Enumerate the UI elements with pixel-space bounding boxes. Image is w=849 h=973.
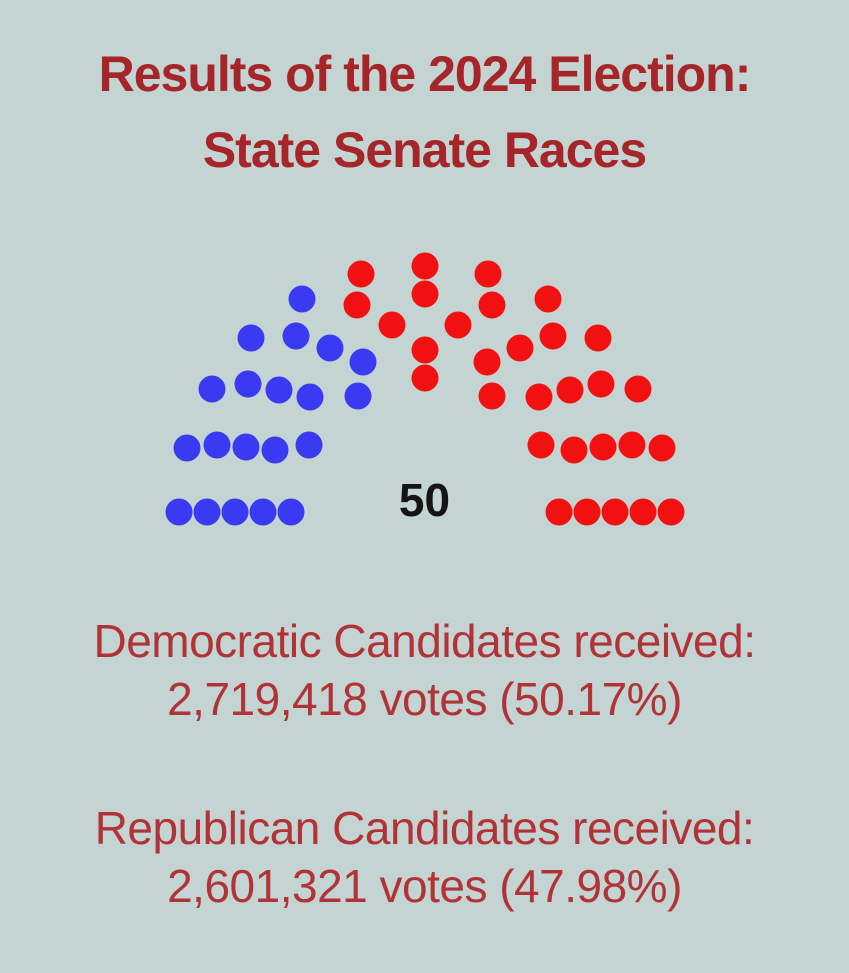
republican-result-block: Republican Candidates received: 2,601,32… (0, 799, 849, 916)
seat-dot (378, 311, 405, 339)
seat-dot (347, 260, 375, 288)
title-line-2: State Senate Races (202, 122, 647, 178)
seat-dot (474, 260, 502, 288)
seat-dot (343, 291, 371, 319)
page-title: Results of the 2024 Election: State Sena… (0, 0, 849, 188)
seat-dot (234, 370, 262, 398)
parliament-chart: 50 (155, 250, 695, 532)
seat-dot (525, 383, 553, 411)
seat-dot (277, 498, 304, 526)
democratic-result-block: Democratic Candidates received: 2,719,41… (0, 612, 849, 729)
seat-dot (527, 431, 554, 459)
seat-dot (237, 324, 265, 352)
seat-dot (165, 498, 192, 526)
seat-dot (506, 334, 533, 361)
seat-dot (657, 498, 684, 526)
seat-dot (203, 431, 231, 459)
republican-result-heading: Republican Candidates received: (94, 801, 755, 854)
seat-dot (545, 498, 572, 526)
seat-dot (249, 498, 276, 526)
seat-dot (629, 498, 656, 526)
seat-dot (587, 370, 615, 398)
seat-dot (265, 376, 293, 404)
seat-dot (534, 285, 561, 313)
seat-dot (296, 383, 324, 411)
democratic-result-heading: Democratic Candidates received: (93, 615, 756, 667)
seat-dot (411, 336, 438, 364)
seat-dot (478, 382, 505, 410)
seat-dot (288, 285, 315, 313)
seat-dot (411, 280, 438, 308)
seat-dot (601, 498, 628, 526)
seat-dot (221, 498, 248, 526)
seat-dot (478, 291, 506, 319)
seat-dot (232, 433, 260, 461)
seat-dot (295, 431, 322, 459)
seat-dot (282, 322, 310, 350)
seat-dot (411, 364, 438, 392)
total-seats-label: 50 (398, 474, 451, 526)
seat-dot (193, 498, 220, 526)
seat-dot (584, 324, 612, 352)
seat-dot (198, 375, 225, 403)
seat-dot (261, 436, 289, 464)
seat-dot (344, 382, 371, 410)
seat-dot (444, 311, 471, 339)
seat-dot (539, 322, 567, 350)
seat-dot (411, 252, 438, 280)
seat-dot (624, 375, 651, 403)
seat-dot (573, 498, 600, 526)
seat-dot (560, 436, 588, 464)
title-line-1: Results of the 2024 Election: (98, 46, 752, 102)
republican-result-value: 2,601,321 votes (47.98%) (167, 860, 682, 913)
seat-dot (349, 348, 376, 376)
results-section: Democratic Candidates received: 2,719,41… (0, 612, 849, 916)
seat-dot (648, 434, 676, 462)
seat-dot (556, 376, 584, 404)
seat-dot (473, 348, 500, 376)
seat-dot (589, 433, 617, 461)
democratic-result-value: 2,719,418 votes (50.17%) (167, 673, 682, 726)
seat-dot (316, 334, 343, 361)
seat-dot (173, 434, 201, 462)
seat-dot (618, 431, 646, 459)
